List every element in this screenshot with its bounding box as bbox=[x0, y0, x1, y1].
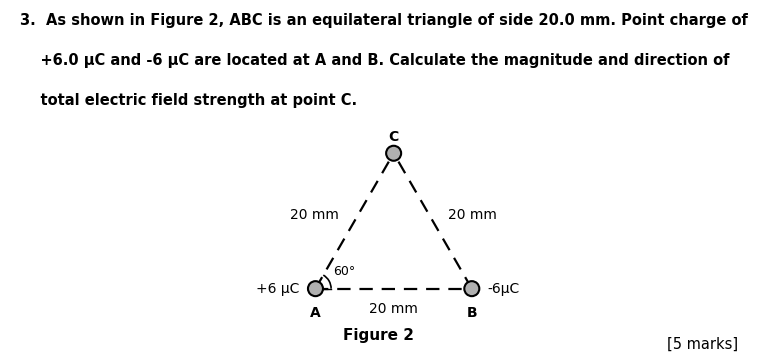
Text: -6μC: -6μC bbox=[488, 282, 520, 295]
Text: 20 mm: 20 mm bbox=[290, 208, 339, 222]
Text: B: B bbox=[466, 306, 477, 320]
Text: C: C bbox=[388, 130, 399, 144]
Text: [5 marks]: [5 marks] bbox=[667, 337, 738, 352]
Text: 3.  As shown in Figure 2, ABC is an equilateral triangle of side 20.0 mm. Point : 3. As shown in Figure 2, ABC is an equil… bbox=[20, 13, 749, 28]
Text: Figure 2: Figure 2 bbox=[343, 328, 414, 343]
Circle shape bbox=[386, 146, 401, 161]
Text: 20 mm: 20 mm bbox=[369, 302, 418, 316]
Text: 60°: 60° bbox=[332, 265, 355, 278]
Text: +6.0 μC and -6 μC are located at A and B. Calculate the magnitude and direction : +6.0 μC and -6 μC are located at A and B… bbox=[20, 53, 730, 68]
Circle shape bbox=[308, 281, 323, 296]
Text: A: A bbox=[310, 306, 321, 320]
Text: total electric field strength at point C.: total electric field strength at point C… bbox=[20, 93, 357, 107]
Text: 20 mm: 20 mm bbox=[448, 208, 497, 222]
Circle shape bbox=[464, 281, 479, 296]
Text: +6 μC: +6 μC bbox=[257, 282, 300, 295]
